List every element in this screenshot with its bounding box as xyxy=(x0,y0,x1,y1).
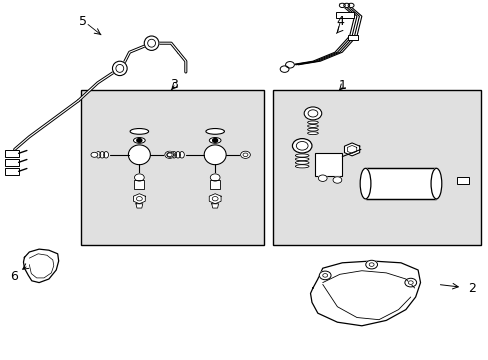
Ellipse shape xyxy=(295,165,308,168)
Ellipse shape xyxy=(295,161,308,164)
Ellipse shape xyxy=(307,128,318,131)
Circle shape xyxy=(322,274,327,277)
Circle shape xyxy=(339,3,345,8)
Circle shape xyxy=(307,110,317,117)
Bar xyxy=(210,180,220,189)
Ellipse shape xyxy=(204,145,225,165)
Circle shape xyxy=(332,177,341,183)
Circle shape xyxy=(285,62,294,68)
Circle shape xyxy=(343,3,349,8)
Circle shape xyxy=(368,263,373,266)
Circle shape xyxy=(304,107,321,120)
Circle shape xyxy=(164,151,174,158)
Polygon shape xyxy=(133,194,145,204)
Circle shape xyxy=(292,139,311,153)
Circle shape xyxy=(296,141,307,150)
Bar xyxy=(365,168,435,199)
Circle shape xyxy=(134,174,144,181)
Circle shape xyxy=(240,151,250,158)
Circle shape xyxy=(318,175,326,181)
Ellipse shape xyxy=(128,145,150,165)
Bar xyxy=(315,153,342,176)
Bar xyxy=(5,168,19,175)
Text: 1: 1 xyxy=(338,79,346,92)
Bar xyxy=(456,177,468,184)
Ellipse shape xyxy=(295,154,308,157)
Bar xyxy=(5,159,19,166)
Bar xyxy=(272,90,480,245)
Circle shape xyxy=(137,139,142,142)
Circle shape xyxy=(136,197,142,201)
Ellipse shape xyxy=(100,152,104,158)
Circle shape xyxy=(243,153,247,157)
Ellipse shape xyxy=(133,138,145,143)
Ellipse shape xyxy=(307,121,318,124)
Bar xyxy=(134,180,144,189)
Ellipse shape xyxy=(103,152,108,158)
Ellipse shape xyxy=(96,152,101,158)
Circle shape xyxy=(166,152,173,157)
Bar xyxy=(347,35,357,40)
Polygon shape xyxy=(211,204,218,208)
Ellipse shape xyxy=(144,36,159,50)
Polygon shape xyxy=(344,143,359,156)
Polygon shape xyxy=(209,194,221,204)
Ellipse shape xyxy=(171,152,176,158)
Circle shape xyxy=(167,153,172,157)
Text: 2: 2 xyxy=(468,282,475,294)
Ellipse shape xyxy=(359,168,370,199)
Circle shape xyxy=(319,271,330,280)
Ellipse shape xyxy=(130,129,148,134)
Polygon shape xyxy=(310,261,420,326)
Ellipse shape xyxy=(307,132,318,135)
Polygon shape xyxy=(136,204,142,208)
Circle shape xyxy=(210,174,220,181)
Ellipse shape xyxy=(205,129,224,134)
Bar xyxy=(336,12,353,18)
Circle shape xyxy=(91,152,98,157)
Text: 3: 3 xyxy=(170,78,178,91)
Text: 4: 4 xyxy=(335,15,343,28)
Ellipse shape xyxy=(307,125,318,127)
Circle shape xyxy=(212,139,217,142)
Ellipse shape xyxy=(209,138,221,143)
Circle shape xyxy=(365,260,377,269)
Circle shape xyxy=(407,281,412,284)
Circle shape xyxy=(404,278,416,287)
Ellipse shape xyxy=(295,158,308,161)
Circle shape xyxy=(280,66,288,72)
Ellipse shape xyxy=(179,152,184,158)
Bar xyxy=(5,150,19,157)
Ellipse shape xyxy=(175,152,180,158)
Polygon shape xyxy=(23,249,59,283)
Ellipse shape xyxy=(147,39,155,47)
Ellipse shape xyxy=(430,168,441,199)
Text: 6: 6 xyxy=(10,270,18,283)
Ellipse shape xyxy=(112,61,127,76)
Ellipse shape xyxy=(116,64,123,72)
Bar xyxy=(81,90,264,245)
Circle shape xyxy=(347,3,353,8)
Text: 5: 5 xyxy=(79,15,87,28)
Circle shape xyxy=(212,197,218,201)
